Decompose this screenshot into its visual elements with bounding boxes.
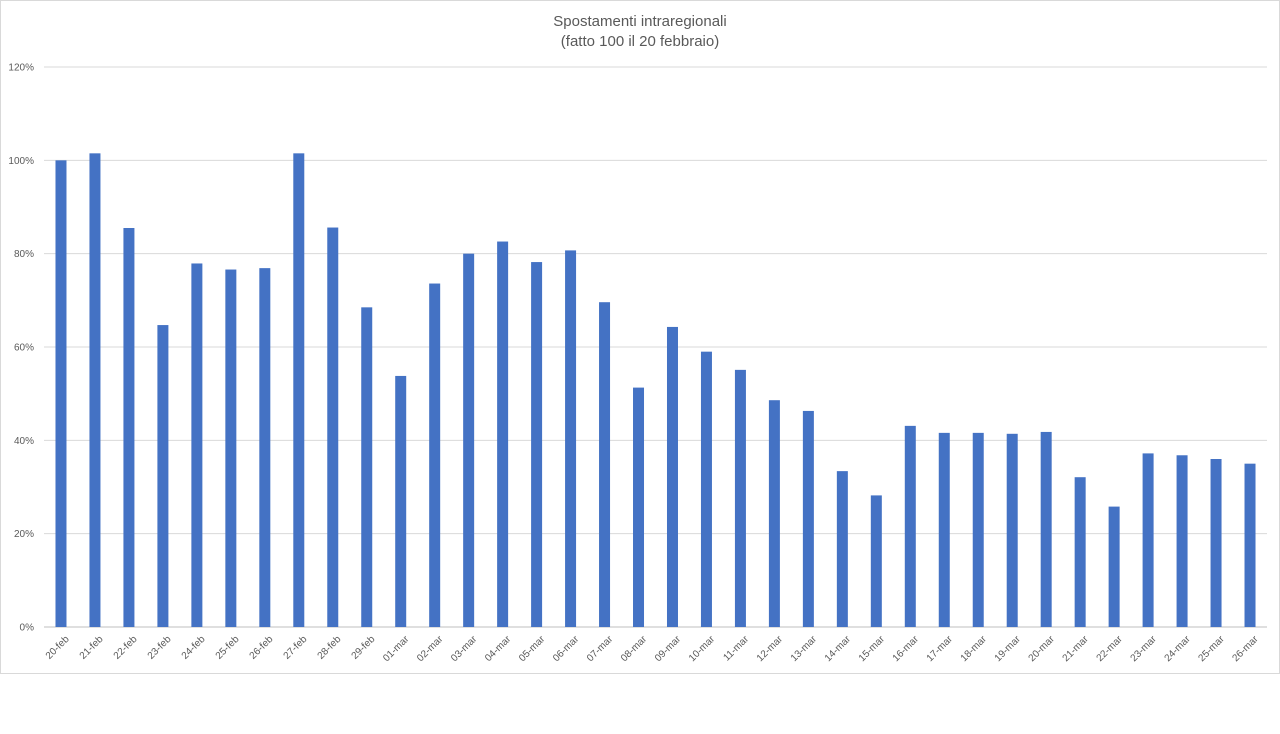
bar	[1040, 431, 1052, 627]
bar	[1142, 453, 1154, 627]
x-tick-label: 08-mar	[619, 633, 650, 664]
bar	[700, 351, 712, 627]
bar	[157, 325, 169, 627]
y-tick-label: 120%	[8, 63, 34, 74]
bar	[1006, 433, 1018, 627]
x-axis-tick-labels: 20-feb 21-feb 22-feb 23-feb 24-feb 25-feb 26-f…	[44, 633, 1261, 664]
x-tick-label: 24-mar	[1163, 633, 1194, 664]
x-tick-label: 18-mar	[959, 633, 990, 664]
x-tick-label: 20-mar	[1027, 633, 1058, 664]
bars	[55, 153, 1256, 628]
x-tick-label: 16-mar	[891, 633, 922, 664]
bar	[1244, 463, 1256, 627]
x-tick-label: 03-mar	[449, 633, 480, 664]
chart-subtitle-line: (fatto 100 il 20 febbraio)	[560, 33, 720, 50]
bar	[836, 471, 848, 627]
x-tick-label: 28-feb	[316, 634, 344, 662]
x-tick-label: 14-mar	[823, 633, 854, 664]
x-tick-label: 29-feb	[350, 634, 378, 662]
bar	[1176, 455, 1188, 627]
bar	[123, 228, 135, 627]
bar	[565, 250, 577, 627]
bar	[633, 387, 645, 627]
x-tick-label: 10-mar	[687, 633, 718, 664]
chart-title-line: Spostamenti intraregionali	[553, 13, 727, 30]
y-axis-tick-labels: 0% 20% 40% 60% 80% 100% 120%	[8, 63, 34, 634]
bar	[463, 253, 475, 627]
x-tick-label: 21-feb	[78, 634, 106, 662]
x-tick-label: 11-mar	[721, 633, 751, 663]
bar	[972, 432, 984, 627]
bar	[904, 425, 916, 627]
y-tick-label: 80%	[14, 249, 34, 260]
x-tick-label: 24-feb	[180, 634, 208, 662]
bar	[870, 495, 882, 627]
bar	[429, 283, 441, 627]
bar	[768, 400, 780, 627]
x-tick-label: 05-mar	[517, 633, 548, 664]
bar	[361, 307, 373, 627]
bar	[225, 269, 237, 627]
bar	[599, 302, 611, 627]
x-tick-label: 27-feb	[282, 634, 310, 662]
x-tick-label: 19-mar	[993, 633, 1024, 664]
x-tick-label: 23-feb	[146, 634, 174, 662]
x-tick-label: 23-mar	[1129, 633, 1160, 664]
x-tick-label: 26-feb	[248, 634, 276, 662]
x-tick-label: 25-feb	[214, 634, 242, 662]
bar	[1108, 506, 1120, 627]
x-tick-label: 12-mar	[755, 633, 786, 664]
bar	[191, 263, 203, 627]
x-tick-label: 21-mar	[1061, 633, 1092, 664]
bar	[293, 153, 305, 628]
x-tick-label: 09-mar	[653, 633, 684, 664]
y-tick-label: 100%	[8, 156, 34, 167]
chart-frame: Spostamenti intraregionali (fatto 100 il…	[0, 0, 1280, 674]
bar	[55, 160, 67, 628]
x-tick-label: 17-mar	[925, 633, 956, 664]
x-tick-label: 15-mar	[857, 633, 888, 664]
x-tick-label: 02-mar	[415, 633, 446, 664]
bar	[1210, 459, 1222, 627]
x-tick-label: 22-mar	[1095, 633, 1126, 664]
bar-chart-plot: 0% 20% 40% 60% 80% 100% 120% 20-feb 21-feb 22-fe…	[8, 63, 1267, 664]
x-tick-label: 06-mar	[551, 633, 582, 664]
y-tick-label: 40%	[14, 436, 34, 447]
x-tick-label: 26-mar	[1230, 633, 1261, 664]
x-tick-label: 22-feb	[112, 634, 140, 662]
bar	[89, 153, 101, 628]
gridlines	[44, 66, 1267, 628]
bar	[259, 268, 271, 627]
x-tick-label: 25-mar	[1197, 633, 1228, 664]
x-tick-label: 13-mar	[789, 633, 820, 664]
bar	[666, 326, 678, 627]
bar	[497, 241, 509, 628]
bar	[938, 432, 950, 627]
bar	[734, 369, 746, 627]
bar	[395, 375, 407, 627]
y-tick-label: 60%	[14, 343, 34, 354]
x-tick-label: 04-mar	[483, 633, 514, 664]
x-tick-label: 01-mar	[381, 633, 412, 664]
x-tick-label: 07-mar	[585, 633, 616, 664]
y-tick-label: 0%	[20, 623, 35, 634]
x-tick-label: 20-feb	[44, 634, 72, 662]
chart-title: Spostamenti intraregionali (fatto 100 il…	[1, 12, 1279, 52]
bar	[531, 262, 543, 627]
bar	[327, 227, 339, 628]
bar	[1074, 477, 1086, 627]
bar	[802, 410, 814, 627]
y-tick-label: 20%	[14, 529, 34, 540]
